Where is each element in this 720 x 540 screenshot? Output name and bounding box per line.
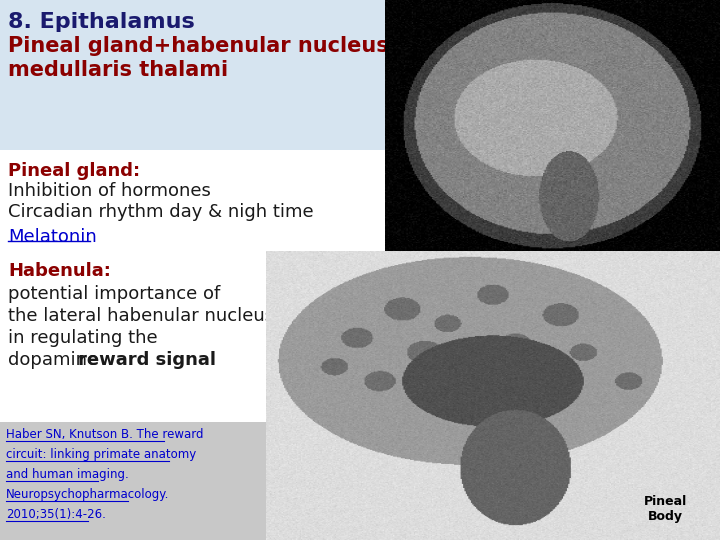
Text: Haber SN, Knutson B. The reward: Haber SN, Knutson B. The reward (6, 428, 204, 441)
Text: Neuropsychopharmacology.: Neuropsychopharmacology. (6, 488, 169, 501)
Bar (0, 422, 280, 540)
Text: Inhibition of hormones: Inhibition of hormones (8, 182, 211, 200)
Bar (0, 0, 385, 150)
Text: Pineal gland:: Pineal gland: (8, 162, 140, 180)
Text: Pineal
Body: Pineal Body (644, 495, 687, 523)
Text: Circadian rhythm day & nigh time: Circadian rhythm day & nigh time (8, 203, 314, 221)
Text: the lateral habenular nucleus: the lateral habenular nucleus (8, 307, 274, 325)
Text: medullaris thalami: medullaris thalami (8, 60, 228, 80)
Text: Melatonin: Melatonin (8, 228, 96, 246)
Text: potential importance of: potential importance of (8, 285, 220, 303)
Text: dopamine: dopamine (8, 351, 104, 369)
Text: 8. Epithalamus: 8. Epithalamus (8, 12, 194, 32)
Text: circuit: linking primate anatomy: circuit: linking primate anatomy (6, 448, 197, 461)
Text: 2010;35(1):4-26.: 2010;35(1):4-26. (6, 508, 106, 521)
Text: in regulating the: in regulating the (8, 329, 158, 347)
Text: and human imaging.: and human imaging. (6, 468, 129, 481)
Text: Pineal gland+habenular nucleus+stria: Pineal gland+habenular nucleus+stria (8, 36, 460, 56)
Text: Habenula:: Habenula: (8, 262, 111, 280)
Text: reward signal: reward signal (78, 351, 216, 369)
